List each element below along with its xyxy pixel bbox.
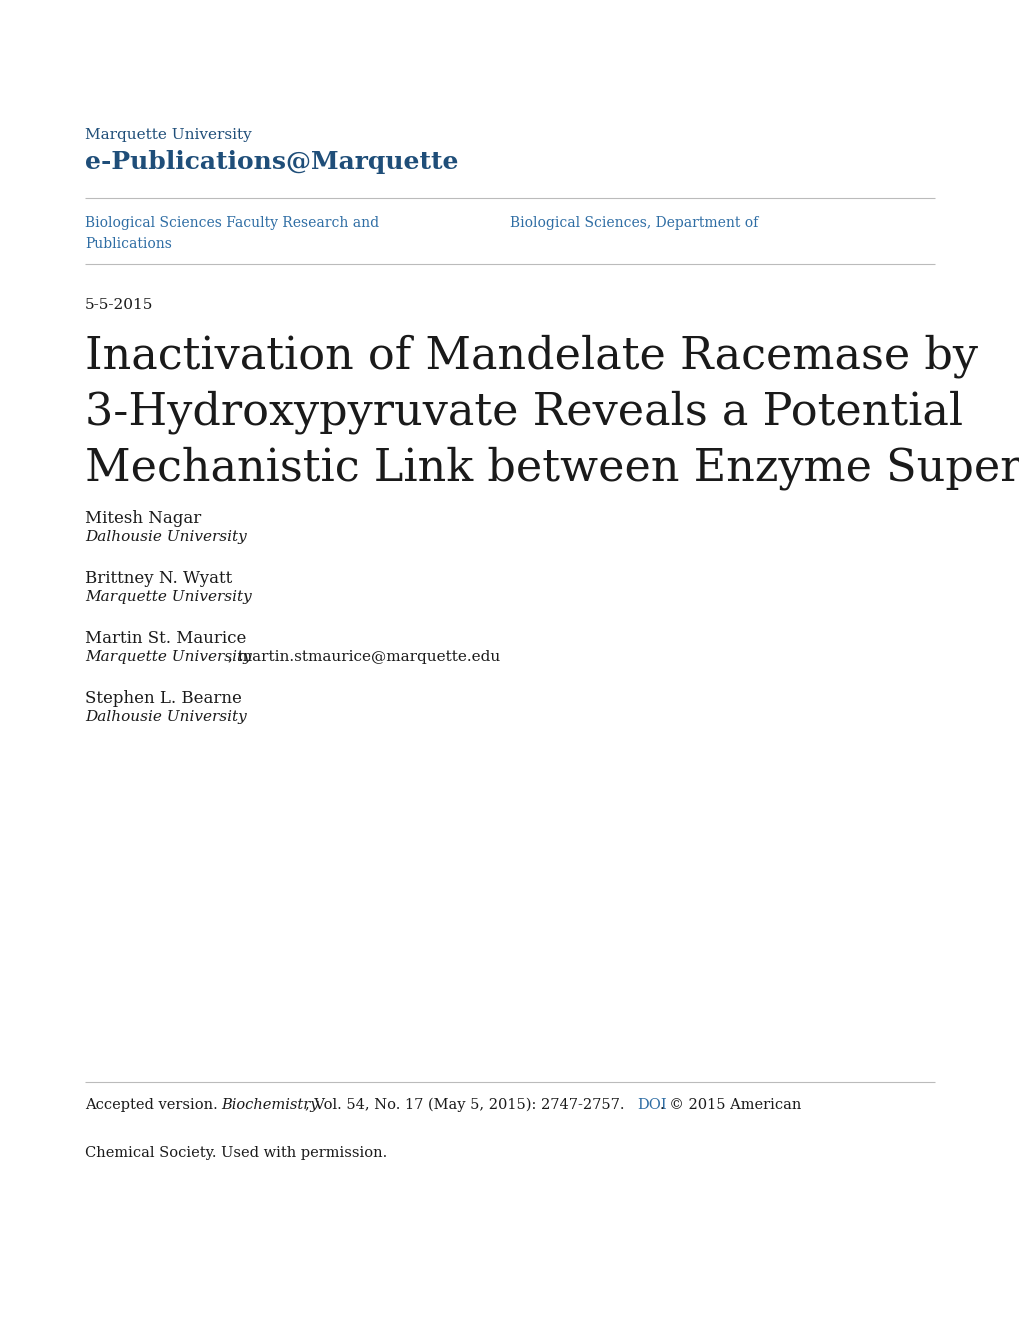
Text: Mechanistic Link between Enzyme Superfamilies: Mechanistic Link between Enzyme Superfam… xyxy=(85,446,1019,490)
Text: Dalhousie University: Dalhousie University xyxy=(85,531,247,544)
Text: . © 2015 American: . © 2015 American xyxy=(659,1098,801,1111)
Text: Marquette University: Marquette University xyxy=(85,590,252,605)
Text: 5-5-2015: 5-5-2015 xyxy=(85,298,153,312)
Text: Dalhousie University: Dalhousie University xyxy=(85,710,247,723)
Text: Martin St. Maurice: Martin St. Maurice xyxy=(85,630,247,647)
Text: e-Publications@Marquette: e-Publications@Marquette xyxy=(85,150,459,174)
Text: Chemical Society. Used with permission.: Chemical Society. Used with permission. xyxy=(85,1146,387,1160)
Text: DOI: DOI xyxy=(637,1098,666,1111)
Text: , Vol. 54, No. 17 (May 5, 2015): 2747-2757.: , Vol. 54, No. 17 (May 5, 2015): 2747-27… xyxy=(305,1098,628,1113)
Text: Marquette University: Marquette University xyxy=(85,128,252,143)
Text: Marquette University: Marquette University xyxy=(85,649,252,664)
Text: , martin.stmaurice@marquette.edu: , martin.stmaurice@marquette.edu xyxy=(227,649,499,664)
Text: Mitesh Nagar: Mitesh Nagar xyxy=(85,510,201,527)
Text: Biochemistry: Biochemistry xyxy=(221,1098,318,1111)
Text: Accepted version.: Accepted version. xyxy=(85,1098,222,1111)
Text: Biological Sciences, Department of: Biological Sciences, Department of xyxy=(510,216,757,230)
Text: Inactivation of Mandelate Racemase by: Inactivation of Mandelate Racemase by xyxy=(85,334,977,378)
Text: Brittney N. Wyatt: Brittney N. Wyatt xyxy=(85,570,232,587)
Text: 3-Hydroxypyruvate Reveals a Potential: 3-Hydroxypyruvate Reveals a Potential xyxy=(85,389,962,434)
Text: Biological Sciences Faculty Research and
Publications: Biological Sciences Faculty Research and… xyxy=(85,216,379,251)
Text: Stephen L. Bearne: Stephen L. Bearne xyxy=(85,690,242,708)
